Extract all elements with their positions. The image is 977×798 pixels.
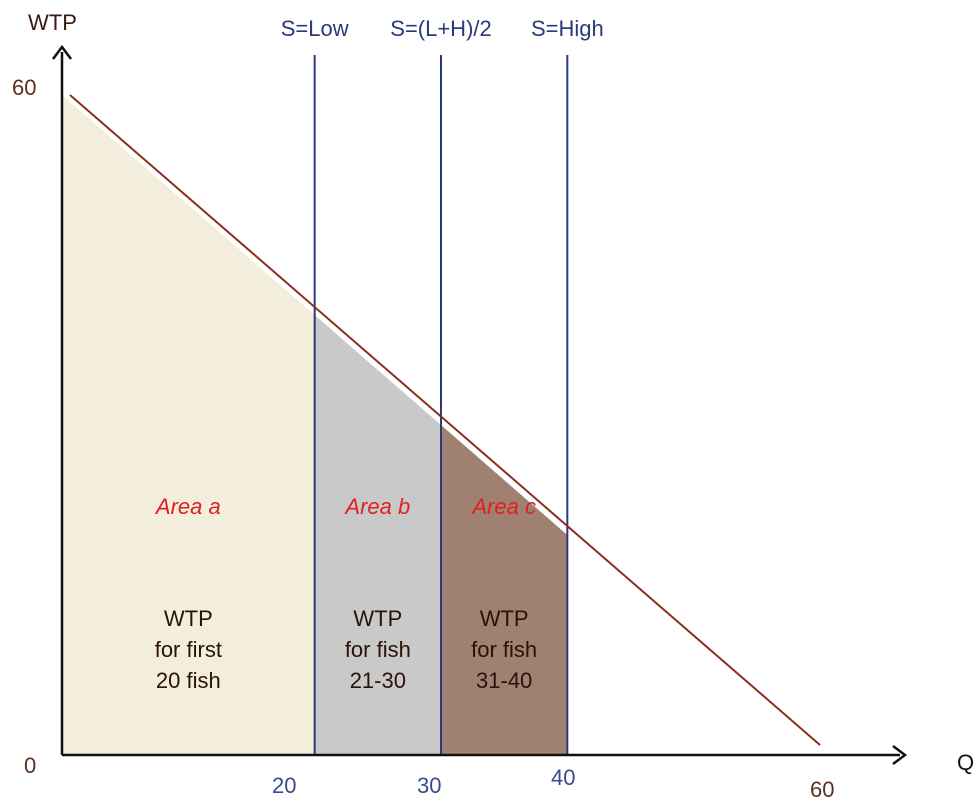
origin-label: 0 bbox=[24, 753, 36, 778]
y-axis-arrow bbox=[52, 44, 72, 60]
area-b-label: Area b bbox=[343, 494, 410, 519]
supply-line-label: S=(L+H)/2 bbox=[390, 16, 492, 41]
demand-line bbox=[69, 94, 821, 746]
supply-line-label: S=Low bbox=[281, 16, 349, 41]
x-tick-label-60: 60 bbox=[810, 777, 834, 798]
area-b-fill bbox=[314, 315, 441, 755]
area-b-caption-line: for fish bbox=[345, 637, 411, 662]
area-c-label: Area c bbox=[470, 494, 536, 519]
area-c-fill bbox=[441, 425, 568, 755]
supply-line-label: S=High bbox=[531, 16, 604, 41]
x-axis-arrow bbox=[892, 745, 908, 765]
axes bbox=[52, 44, 908, 765]
labels-layer: WTP Q 60 0 20 30 40 60 Area a WTP for firs… bbox=[12, 10, 974, 798]
area-a-fill bbox=[62, 95, 315, 755]
area-a-label: Area a bbox=[154, 494, 221, 519]
y-tick-label-top: 60 bbox=[12, 75, 36, 100]
area-a-caption-line: WTP bbox=[164, 606, 213, 631]
x-tick-label-20: 20 bbox=[272, 773, 296, 798]
x-axis-label: Q bbox=[957, 750, 974, 775]
area-c-caption-line: WTP bbox=[480, 606, 529, 631]
y-axis-label: WTP bbox=[28, 10, 77, 35]
area-a-caption-line: 20 fish bbox=[156, 668, 221, 693]
area-b-caption-line: 21-30 bbox=[350, 668, 406, 693]
area-a-caption-line: for first bbox=[155, 637, 222, 662]
areas-layer bbox=[62, 95, 568, 755]
area-c-caption-line: 31-40 bbox=[476, 668, 532, 693]
area-c-caption-line: for fish bbox=[471, 637, 537, 662]
x-tick-label-40: 40 bbox=[551, 765, 575, 790]
supply-lines-layer: S=Low S=(L+H)/2 S=High bbox=[281, 16, 604, 755]
x-tick-label-30: 30 bbox=[417, 773, 441, 798]
area-b-caption-line: WTP bbox=[353, 606, 402, 631]
